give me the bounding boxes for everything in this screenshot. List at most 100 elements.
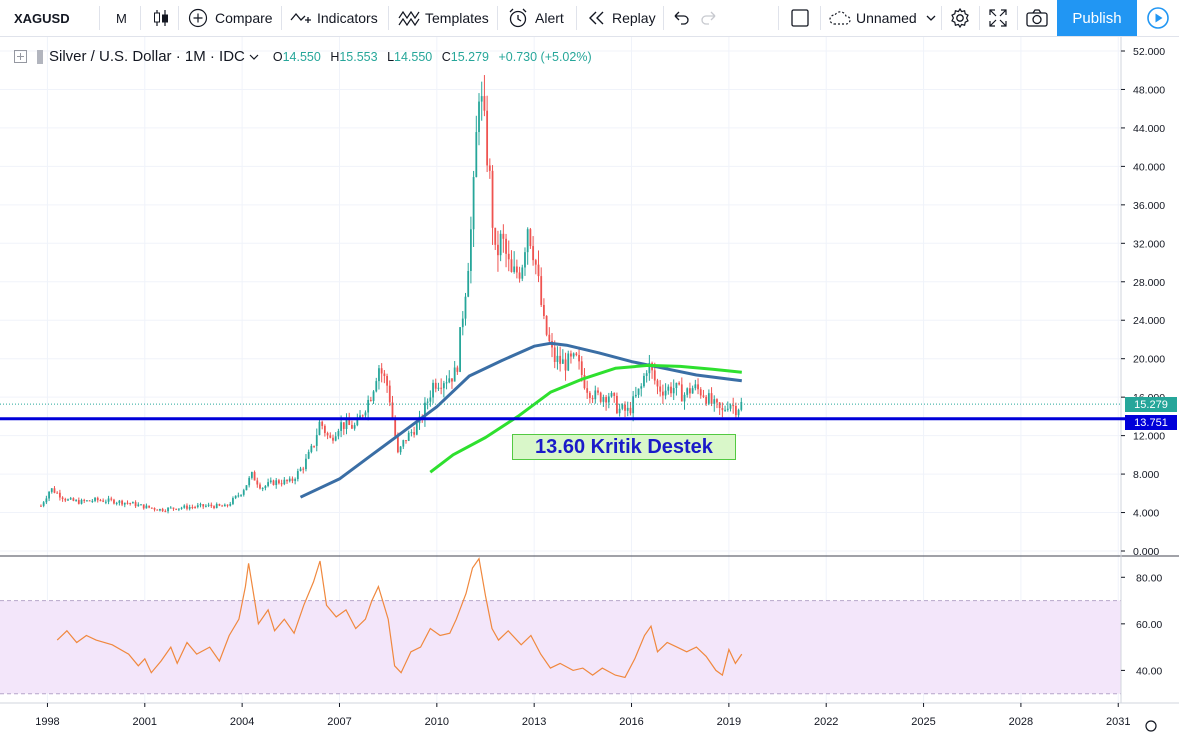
fullscreen-button[interactable] [988,0,1008,36]
time-tick-label: 2031 [1106,716,1130,728]
series-marker [37,49,43,64]
candle-body [272,480,275,486]
legend-title[interactable]: Silver / U.S. Dollar · 1M · IDC [49,48,245,65]
publish-button[interactable]: Publish [1057,0,1137,36]
candle-body [532,246,534,261]
gear-icon[interactable] [1145,720,1157,732]
candle-body [670,386,672,394]
candle-body [367,399,370,413]
divider [941,6,942,30]
divider [778,6,779,30]
chart-type-button[interactable] [152,0,170,36]
candle-body [48,491,50,499]
candle-body [318,421,321,435]
candle-body [129,503,132,505]
redo-button[interactable] [700,0,718,36]
time-tick-label: 2007 [327,716,351,728]
chevron-down-icon [926,15,936,21]
candle-body [167,507,169,512]
candle-body [61,497,64,499]
candle-body [278,480,280,484]
candle-body [221,505,224,507]
candle-body [402,440,405,447]
candle-body [707,393,710,404]
candle-body [123,502,126,505]
rsi-tick-label: 40.00 [1136,665,1162,677]
candle-body [734,405,737,416]
fullscreen-icon [989,9,1007,27]
expand-icon[interactable] [14,50,27,63]
chart-area[interactable]: 52.000 48.000 44.000 40.000 36.000 32.000 28.0… [0,37,1179,739]
candle-body [467,270,470,297]
candle-body [259,484,261,489]
candle-body [683,394,686,402]
symbol-search[interactable]: XAGUSD [14,0,70,36]
candle-body [396,436,399,453]
alert-button[interactable]: Alert [507,0,564,36]
candle-body [437,387,440,389]
candle-body [186,505,188,509]
candle-body [724,409,726,411]
settings-button[interactable] [949,0,971,36]
indicators-button[interactable]: Indicators [290,0,378,36]
symbol-label: XAGUSD [14,10,70,26]
candle-body [583,374,586,389]
divider [388,6,389,30]
candle-body [177,508,180,510]
candle-body [199,504,202,506]
play-button[interactable] [1137,0,1179,36]
candle-body [405,440,407,442]
undo-button[interactable] [672,0,690,36]
candle-body [675,382,678,389]
compare-label: Compare [215,10,273,26]
candle-body [451,378,453,382]
save-layout-button[interactable]: Unnamed [828,0,937,36]
candle-body [348,419,351,425]
interval-button[interactable]: M [116,0,127,36]
candle-body [515,266,518,273]
replay-label: Replay [612,10,656,26]
candle-body [505,238,507,254]
candle-body [88,500,91,502]
candle-body [248,477,251,486]
price-tick-label: 36.000 [1133,200,1165,212]
candle-body [102,500,105,502]
candle-body [440,387,443,389]
candle-body [691,388,694,394]
candle-body [729,405,732,409]
candle-body [415,423,418,435]
candle-body [326,433,329,436]
candle-body [372,391,375,401]
candle-body [145,505,148,509]
candle-body [134,502,137,507]
candle-body [364,412,367,416]
candle-body [99,500,102,502]
candle-body [705,396,708,404]
candle-body [429,397,432,402]
templates-button[interactable]: Templates [398,0,489,36]
candle-body [315,434,318,446]
divider [663,6,664,30]
candle-body [545,315,548,335]
candle-body [518,272,521,279]
divider [140,6,141,30]
candle-body [245,485,248,491]
candle-body [386,376,388,386]
candle-body [159,508,161,511]
snapshot-button[interactable] [1025,0,1049,36]
candle-body [269,480,272,483]
candle-body [726,408,729,410]
price-tick-label: 12.000 [1133,431,1165,443]
chevron-down-icon[interactable] [249,53,259,61]
ohlc-values: O14.550 H15.553 L14.550 C15.279 +0.730 (… [272,49,592,64]
replay-button[interactable]: Replay [587,0,656,36]
time-tick-label: 1998 [35,716,59,728]
compare-button[interactable]: Compare [188,0,273,36]
candle-body [572,353,575,357]
candle-body [334,436,337,441]
support-annotation[interactable]: 13.60 Kritik Destek [512,434,736,460]
candle-body [621,404,624,409]
candle-body [307,451,310,459]
layout-toggle-button[interactable] [790,0,810,36]
divider [576,6,577,30]
